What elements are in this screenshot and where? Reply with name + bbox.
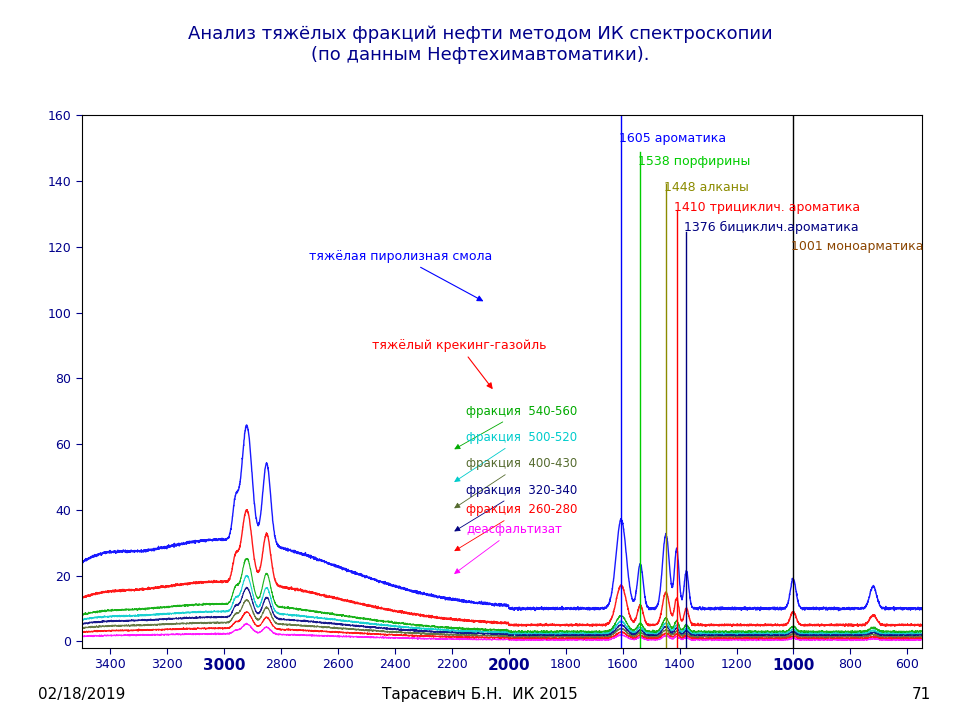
Text: фракция  260-280: фракция 260-280 [455, 503, 577, 551]
Text: 1538 порфирины: 1538 порфирины [638, 155, 751, 168]
Text: 1001 моноарматика: 1001 моноарматика [791, 240, 924, 253]
Text: Анализ тяжёлых фракций нефти методом ИК спектроскопии
(по данным Нефтехимавтомат: Анализ тяжёлых фракций нефти методом ИК … [188, 25, 772, 64]
Text: 1410 трициклич. ароматика: 1410 трициклич. ароматика [675, 201, 860, 214]
Text: 02/18/2019: 02/18/2019 [38, 687, 126, 702]
Text: фракция  500-520: фракция 500-520 [455, 431, 577, 482]
Text: тяжёлая пиролизная смола: тяжёлая пиролизная смола [309, 251, 492, 301]
Text: 71: 71 [912, 687, 931, 702]
Text: 1448 алканы: 1448 алканы [663, 181, 749, 194]
Text: 1376 бициклич.ароматика: 1376 бициклич.ароматика [684, 220, 859, 233]
Text: деасфальтизат: деасфальтизат [455, 523, 562, 573]
Text: Тарасевич Б.Н.  ИК 2015: Тарасевич Б.Н. ИК 2015 [382, 687, 578, 702]
Text: фракция  320-340: фракция 320-340 [455, 484, 577, 531]
Text: тяжёлый крекинг-газойль: тяжёлый крекинг-газойль [372, 339, 546, 388]
Text: фракция  540-560: фракция 540-560 [455, 405, 577, 449]
Text: фракция  400-430: фракция 400-430 [455, 457, 577, 508]
Text: 1605 ароматика: 1605 ароматика [619, 132, 726, 145]
